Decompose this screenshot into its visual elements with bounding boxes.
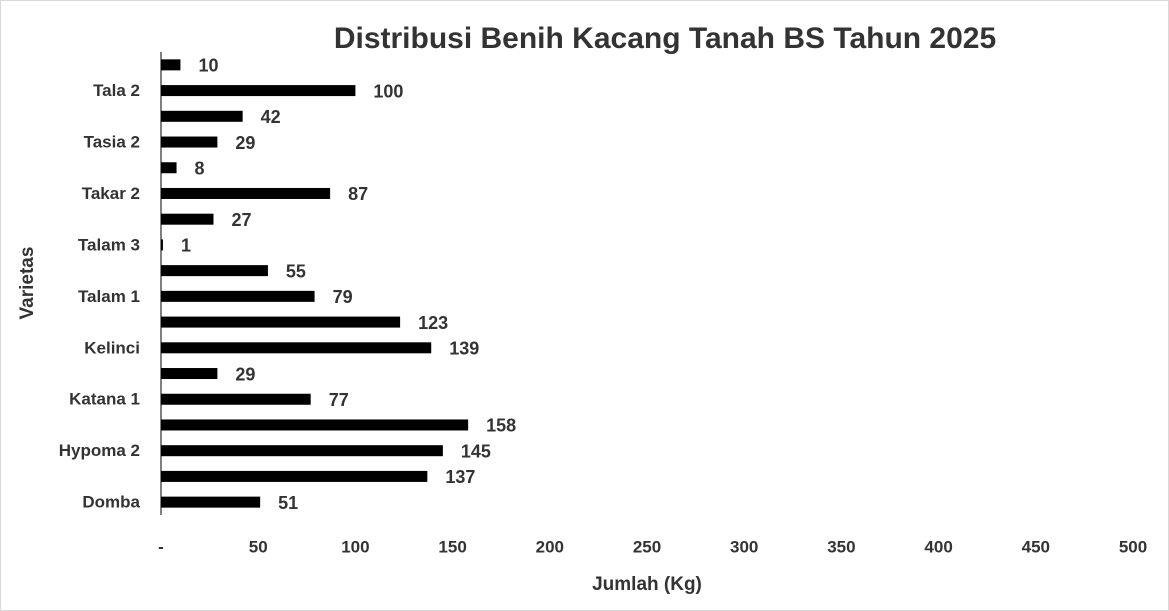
chart-title: Distribusi Benih Kacang Tanah BS Tahun 2… (334, 22, 996, 55)
bar (161, 187, 331, 199)
x-tick-label: 200 (536, 537, 564, 556)
value-label: 158 (486, 416, 516, 436)
value-label: 55 (286, 261, 306, 281)
x-tick-label: 400 (924, 537, 952, 556)
value-label: 51 (278, 493, 298, 513)
bar (161, 393, 311, 405)
value-label: 77 (329, 390, 349, 410)
bar (161, 496, 261, 508)
x-tick-label: 300 (730, 537, 758, 556)
value-label: 29 (235, 364, 255, 384)
value-label: 137 (445, 467, 475, 487)
y-tick-label: Kelinci (84, 338, 140, 357)
y-tick-label: Tala 2 (93, 81, 140, 100)
value-label: 8 (195, 159, 205, 179)
bar (161, 316, 401, 328)
x-tick-label: 250 (633, 537, 661, 556)
value-label: 27 (231, 210, 251, 230)
x-tick-label: - (158, 537, 164, 556)
y-tick-label: Domba (82, 493, 140, 512)
y-tick-label: Talam 3 (78, 235, 140, 254)
value-label: 123 (418, 313, 448, 333)
bar (161, 290, 315, 302)
value-label: 139 (449, 339, 479, 359)
y-axis-title: Varietas (17, 247, 38, 320)
x-tick-label: 150 (438, 537, 466, 556)
value-label: 87 (348, 184, 368, 204)
bar (161, 136, 218, 148)
bar (161, 110, 243, 122)
x-tick-label: 100 (341, 537, 369, 556)
y-tick-label: Talam 1 (78, 287, 140, 306)
bar (161, 342, 432, 354)
bar (161, 419, 469, 431)
y-tick-label: Hypoma 2 (59, 441, 140, 460)
value-label: 79 (333, 287, 353, 307)
value-label: 1 (181, 236, 191, 256)
bar (161, 445, 443, 457)
value-label: 145 (461, 441, 491, 461)
bar (161, 368, 218, 380)
bar (161, 162, 177, 174)
y-tick-label: Takar 2 (82, 184, 140, 203)
y-tick-label: Tasia 2 (84, 133, 140, 152)
bar (161, 59, 181, 71)
bar (161, 85, 356, 97)
bar (161, 265, 268, 277)
x-tick-label: 500 (1119, 537, 1147, 556)
value-label: 29 (235, 133, 255, 153)
x-tick-label: 350 (827, 537, 855, 556)
bar (161, 239, 163, 251)
value-label: 100 (373, 81, 403, 101)
x-tick-label: 450 (1022, 537, 1050, 556)
x-tick-label: 50 (249, 537, 268, 556)
x-axis-title: Jumlah (Kg) (592, 574, 702, 595)
value-label: 42 (261, 107, 281, 127)
bar (161, 213, 214, 225)
bar (161, 470, 428, 482)
y-tick-label: Katana 1 (69, 390, 140, 409)
value-label: 10 (198, 56, 218, 76)
